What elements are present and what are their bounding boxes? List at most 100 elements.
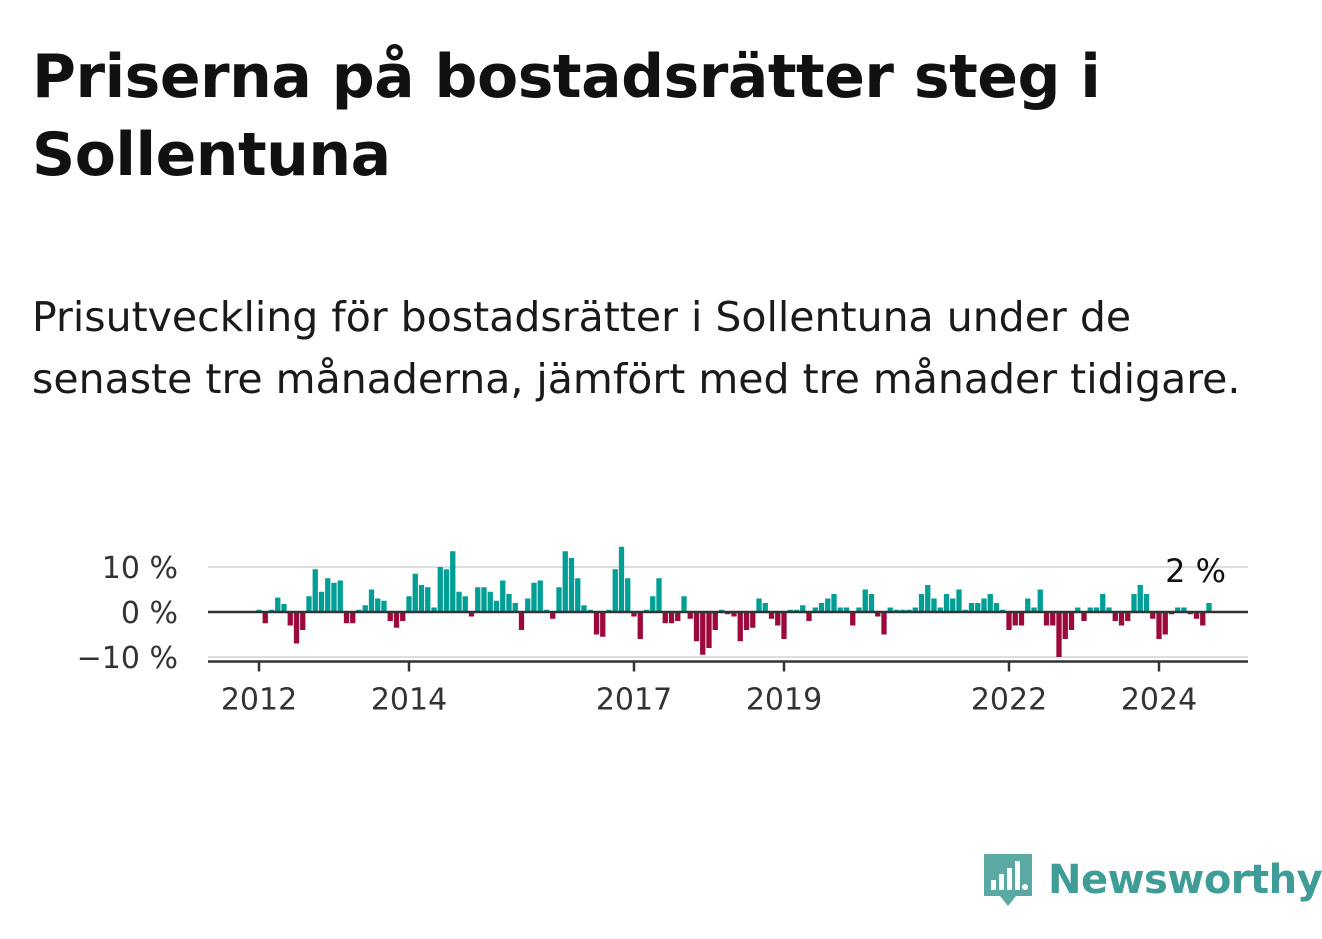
bar: [1175, 607, 1181, 612]
bar: [362, 605, 368, 612]
bar: [337, 580, 343, 612]
bar: [418, 585, 425, 612]
bar: [1050, 612, 1056, 626]
bar: [662, 612, 668, 624]
bar: [281, 603, 287, 612]
bar: [762, 603, 768, 612]
bar: [350, 612, 356, 624]
bar: [293, 612, 300, 644]
bar: [743, 612, 750, 630]
bar: [568, 558, 575, 612]
page-subtitle: Prisutveckling för bostadsrätter i Solle…: [32, 293, 1241, 403]
bar: [850, 612, 856, 626]
bar: [393, 612, 400, 628]
bar: [1200, 612, 1206, 626]
bar: [343, 612, 350, 624]
bar: [1143, 594, 1150, 612]
bar: [443, 569, 450, 612]
bar: [875, 612, 881, 617]
bar: [806, 612, 812, 621]
bar: [612, 569, 618, 612]
bar: [1068, 612, 1075, 630]
bar: [531, 582, 537, 612]
newsworthy-logo-icon: [984, 854, 1032, 906]
bar: [575, 578, 581, 612]
bar: [331, 582, 337, 612]
bar: [487, 591, 493, 612]
bar: [975, 603, 981, 612]
bar: [1137, 585, 1143, 612]
bar: [831, 594, 837, 612]
bar: [968, 603, 975, 612]
bar: [375, 598, 381, 612]
bar: [1087, 607, 1093, 612]
bar: [562, 551, 568, 612]
bar: [437, 567, 443, 612]
bar: [1193, 612, 1200, 619]
bar: [300, 612, 306, 630]
bar: [525, 598, 531, 612]
bar: [1037, 589, 1043, 612]
bar: [1181, 607, 1187, 612]
bar: [1106, 607, 1112, 612]
bar: [1031, 607, 1037, 612]
bar: [993, 603, 1000, 612]
bar: [812, 607, 818, 612]
bar: [537, 580, 543, 612]
bar: [712, 612, 718, 630]
bar: [1162, 612, 1168, 635]
bar: [1043, 612, 1050, 626]
bar: [887, 607, 893, 612]
bar: [450, 551, 456, 612]
bar: [981, 598, 987, 612]
bar: [868, 594, 875, 612]
x-tick-label: 2014: [371, 683, 447, 718]
bar: [1100, 594, 1106, 612]
bar: [856, 607, 862, 612]
gridlines: [208, 566, 1248, 658]
bar: [950, 598, 956, 612]
bar: [1093, 607, 1100, 612]
bar: [600, 612, 606, 637]
bar: [637, 612, 643, 639]
bar: [918, 594, 925, 612]
bar: [1112, 612, 1118, 621]
bar: [318, 591, 325, 612]
y-tick-label: 10 %: [102, 551, 178, 586]
bar: [381, 600, 387, 612]
bar: [693, 612, 700, 642]
x-tick-label: 2017: [596, 683, 672, 718]
bars: [256, 546, 1212, 657]
y-tick-label: 0 %: [121, 596, 178, 631]
bar: [287, 612, 293, 626]
bar: [937, 607, 943, 612]
bar: [406, 596, 412, 612]
tick-labels: 10 % 0 % −10 % 2012 2014 2017 2019 2022 2024 2 %: [77, 551, 1226, 718]
x-tick-label: 2024: [1121, 683, 1197, 718]
bar: [843, 607, 850, 612]
bar: [656, 578, 662, 612]
bar: [512, 603, 518, 612]
bar: [687, 612, 693, 619]
bar: [781, 612, 787, 639]
x-tick-label: 2012: [221, 683, 297, 718]
bar: [400, 612, 406, 621]
bar: [325, 578, 331, 612]
axes: [208, 610, 1248, 672]
bar: [731, 612, 737, 617]
bar: [1206, 603, 1212, 612]
bar: [756, 598, 762, 612]
brand-name: Newsworthy: [1048, 857, 1322, 903]
bar: [737, 612, 743, 642]
bar: [1075, 607, 1081, 612]
bar: [262, 612, 268, 624]
bar: [306, 596, 312, 612]
bar: [706, 612, 712, 648]
page-title: Priserna på bostadsrätter steg i Sollent…: [32, 42, 1101, 190]
bar: [650, 596, 656, 612]
bar: [481, 587, 487, 612]
bar: [862, 589, 868, 612]
bar: [700, 612, 706, 655]
bar: [1056, 612, 1062, 657]
bar: [500, 580, 506, 612]
